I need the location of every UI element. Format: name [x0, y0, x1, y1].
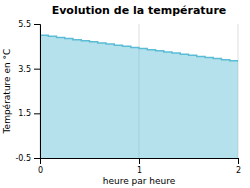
x-tick-mark: [139, 158, 140, 164]
grid: [40, 24, 238, 158]
y-tick-mark: [34, 69, 40, 70]
y-axis: -0.5 1.5 3.5 5.5: [15, 20, 40, 163]
chart-title: Evolution de la température: [52, 4, 227, 17]
y-tick-label: 5.5: [18, 20, 31, 29]
x-axis-line: [41, 159, 239, 165]
step-area: [40, 35, 238, 158]
plot-area: [40, 35, 238, 158]
y-axis-title: Température en °C: [2, 49, 12, 135]
chart-container: 0 1 2 -0.5 1.5 3.5 5.5 Evolution de la températ…: [0, 0, 250, 188]
x-tick: 1: [137, 158, 142, 175]
y-axis-line: [34, 25, 41, 159]
y-tick: 1.5: [18, 109, 40, 118]
y-tick-label: 1.5: [18, 109, 31, 118]
y-tick-mark: [34, 113, 40, 114]
y-tick: 5.5: [18, 20, 40, 29]
x-tick-mark: [238, 158, 239, 164]
x-axis: 0 1 2: [38, 158, 241, 175]
chart-svg: 0 1 2 -0.5 1.5 3.5 5.5 Evolution de la températ…: [0, 0, 250, 188]
y-tick-mark: [34, 24, 40, 25]
y-tick-mark: [34, 158, 40, 159]
x-axis-title: heure par heure: [103, 176, 176, 186]
x-tick: 2: [236, 158, 241, 175]
x-tick-label: 2: [236, 166, 241, 175]
x-tick: 0: [38, 158, 43, 175]
x-tick-label: 0: [38, 166, 43, 175]
y-tick: -0.5: [15, 154, 40, 163]
x-tick-label: 1: [137, 166, 142, 175]
y-tick-label: -0.5: [15, 154, 31, 163]
step-line: [40, 35, 238, 62]
y-tick-label: 3.5: [18, 65, 31, 74]
y-tick: 3.5: [18, 65, 40, 74]
